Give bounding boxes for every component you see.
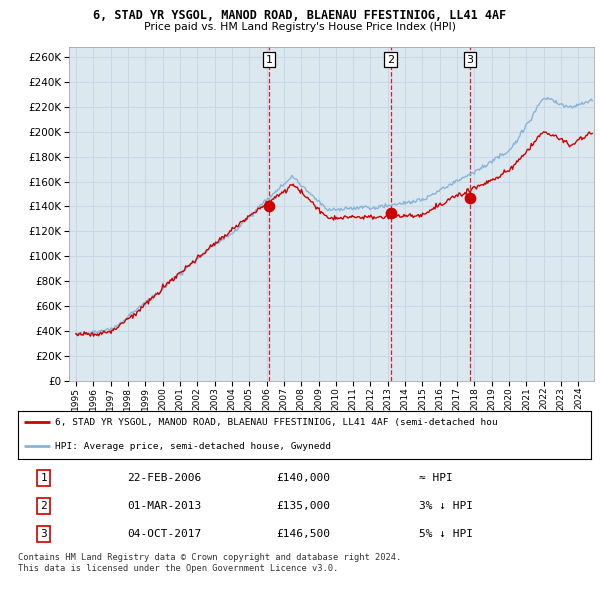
Text: 6, STAD YR YSGOL, MANOD ROAD, BLAENAU FFESTINIOG, LL41 4AF: 6, STAD YR YSGOL, MANOD ROAD, BLAENAU FF… [94,9,506,22]
Text: £146,500: £146,500 [276,529,330,539]
Text: 3: 3 [40,529,47,539]
Text: 2: 2 [387,55,394,65]
Text: HPI: Average price, semi-detached house, Gwynedd: HPI: Average price, semi-detached house,… [55,442,331,451]
Text: 1: 1 [265,55,272,65]
Text: £140,000: £140,000 [276,473,330,483]
Text: 2: 2 [40,502,47,511]
Text: ≈ HPI: ≈ HPI [419,473,453,483]
Text: Contains HM Land Registry data © Crown copyright and database right 2024.
This d: Contains HM Land Registry data © Crown c… [18,553,401,573]
Text: 04-OCT-2017: 04-OCT-2017 [127,529,201,539]
Point [264,202,274,211]
Text: 3% ↓ HPI: 3% ↓ HPI [419,502,473,511]
Point [386,208,395,217]
Text: 1: 1 [40,473,47,483]
Text: 22-FEB-2006: 22-FEB-2006 [127,473,201,483]
Text: Price paid vs. HM Land Registry's House Price Index (HPI): Price paid vs. HM Land Registry's House … [144,22,456,32]
Text: 01-MAR-2013: 01-MAR-2013 [127,502,201,511]
Text: 3: 3 [467,55,473,65]
Text: 5% ↓ HPI: 5% ↓ HPI [419,529,473,539]
Text: 6, STAD YR YSGOL, MANOD ROAD, BLAENAU FFESTINIOG, LL41 4AF (semi-detached hou: 6, STAD YR YSGOL, MANOD ROAD, BLAENAU FF… [55,418,498,427]
Point [466,194,475,203]
Text: £135,000: £135,000 [276,502,330,511]
